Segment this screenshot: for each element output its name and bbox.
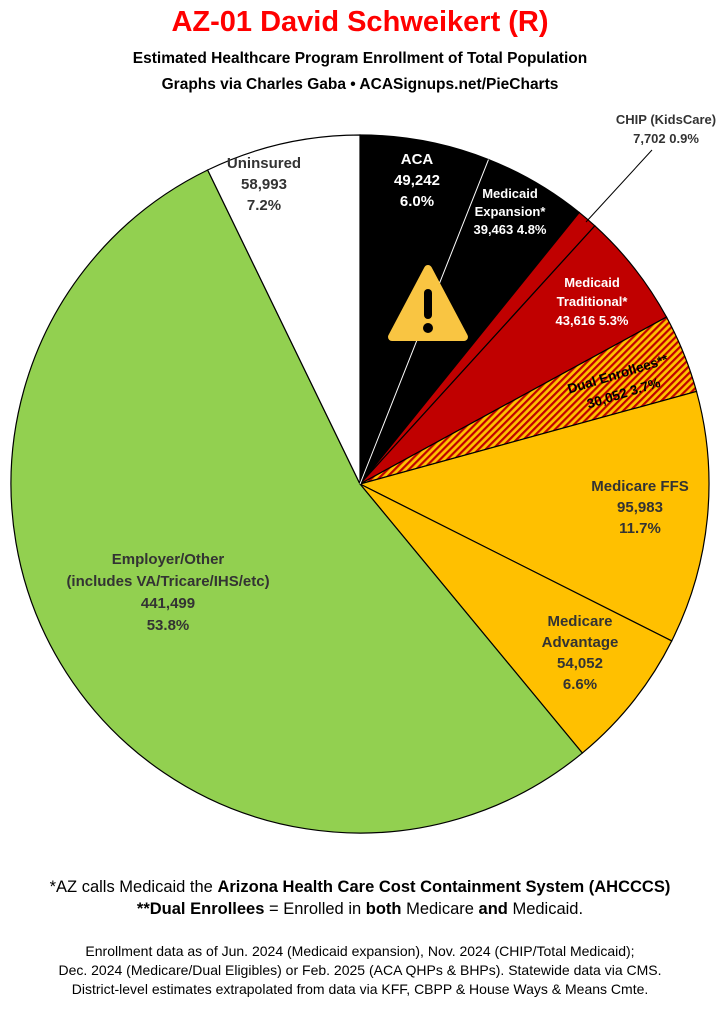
- data-label-line: 11.7%: [619, 520, 661, 537]
- chart-subtitle: Estimated Healthcare Program Enrollment …: [132, 50, 588, 67]
- data-label-line: 58,993: [241, 176, 287, 193]
- data-label-line: CHIP (KidsCare): [616, 112, 716, 127]
- data-label-line: 43,616 5.3%: [555, 313, 628, 328]
- source-line-3: District-level estimates extrapolated fr…: [71, 981, 649, 997]
- data-label-line: Traditional*: [557, 294, 629, 309]
- footnote-2-and: and: [478, 900, 508, 918]
- data-label-2: CHIP (KidsCare) 7,702 0.9%: [616, 112, 716, 146]
- chart-title: AZ-01 David Schweikert (R): [171, 6, 549, 38]
- data-label-line: Medicaid: [482, 186, 538, 201]
- pie-slice-medicare-advantage: [359, 483, 673, 754]
- data-label-8: Uninsured 58,993 7.2%: [227, 155, 301, 214]
- footnote-2-term: **Dual Enrollees: [136, 900, 265, 918]
- data-label-7: Employer/Other (includes VA/Tricare/IHS/e…: [66, 551, 269, 634]
- footnote-1-bold: Arizona Health Care Cost Containment Sys…: [217, 878, 671, 896]
- pie-slice-employer-other-includes-va-tricare-ihs-etc: [10, 169, 584, 834]
- data-label-line: 39,463 4.8%: [473, 222, 546, 237]
- data-label-line: 49,242: [394, 172, 440, 189]
- data-label-line: 441,499: [141, 595, 195, 612]
- pie-slice-medicare-ffs: [358, 390, 710, 642]
- source-line-1: Enrollment data as of Jun. 2024 (Medicai…: [85, 943, 635, 959]
- data-label-line: ACA: [401, 151, 434, 168]
- data-label-line: Medicare: [547, 613, 612, 630]
- footnote-2-end: Medicaid.: [507, 900, 584, 918]
- data-label-line: Advantage: [542, 634, 619, 651]
- footnote-1-text: *AZ calls Medicaid the: [49, 878, 218, 896]
- data-label-line: Medicaid: [564, 275, 620, 290]
- footnote-2-medicare: Medicare: [401, 900, 479, 918]
- source-notes: Enrollment data as of Jun. 2024 (Medicai…: [0, 942, 720, 999]
- data-label-line: Expansion*: [475, 204, 547, 219]
- chart-credit: Graphs via Charles Gaba • ACASignups.net…: [161, 76, 559, 93]
- data-label-6: Medicare Advantage 54,052 6.6%: [542, 613, 619, 693]
- pie-slice-uninsured: [206, 134, 361, 485]
- data-label-line: Medicare FFS: [591, 478, 689, 495]
- data-label-line: (includes VA/Tricare/IHS/etc): [66, 573, 269, 590]
- data-label-line: 7.2%: [247, 197, 281, 214]
- data-label-line: 6.6%: [563, 676, 597, 693]
- data-label-line: Uninsured: [227, 155, 301, 172]
- data-label-1: Medicaid Expansion* 39,463 4.8%: [473, 186, 546, 237]
- data-label-line: 7,702 0.9%: [633, 131, 699, 146]
- data-label-line: 54,052: [557, 655, 603, 672]
- footnotes: *AZ calls Medicaid the Arizona Health Ca…: [0, 876, 720, 920]
- chip-callout-line: [585, 149, 653, 223]
- data-label-line: 95,983: [617, 499, 663, 516]
- source-line-2: Dec. 2024 (Medicare/Dual Eligibles) or F…: [58, 962, 662, 978]
- footnote-2-text: = Enrolled in: [264, 900, 366, 918]
- warning-icon: [388, 265, 468, 341]
- data-label-5: Medicare FFS 95,983 11.7%: [591, 478, 689, 537]
- data-label-line: 53.8%: [147, 617, 190, 634]
- footnote-2-both: both: [365, 900, 402, 918]
- data-label-0: ACA 49,242 6.0%: [394, 151, 440, 210]
- data-label-line: Employer/Other: [112, 551, 225, 568]
- data-label-line: 6.0%: [400, 193, 434, 210]
- data-label-3: Medicaid Traditional* 43,616 5.3%: [555, 275, 628, 328]
